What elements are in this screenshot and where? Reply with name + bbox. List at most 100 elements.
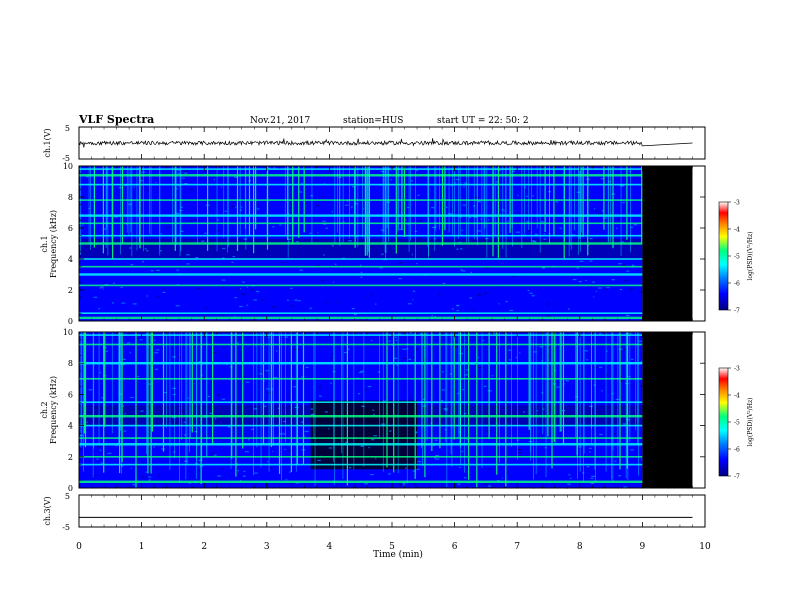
sferic-streak [574, 166, 575, 231]
noise-speck [509, 309, 514, 312]
noise-speck [354, 479, 357, 481]
noise-speck [454, 182, 457, 184]
sferic-streak [422, 332, 423, 467]
noise-speck [231, 205, 236, 208]
noise-speck [266, 388, 270, 390]
sferic-streak [446, 332, 448, 488]
sferic-streak [533, 332, 534, 480]
tone-line [79, 443, 643, 446]
noise-speck [631, 358, 634, 360]
noise-speck [459, 466, 462, 469]
noise-speck [198, 361, 201, 363]
noise-speck [140, 476, 145, 478]
noise-speck [403, 357, 407, 359]
sferic-streak [313, 332, 315, 439]
sferic-streak [426, 332, 428, 441]
noise-speck [285, 479, 288, 481]
sferic-streak [93, 332, 95, 449]
noise-speck [153, 339, 156, 342]
sferic-streak [570, 166, 572, 250]
sferic-streak [253, 166, 255, 254]
noise-speck [310, 413, 315, 415]
frequency-tick-label: 10 [63, 162, 73, 171]
noise-speck [242, 281, 245, 283]
noise-speck [183, 421, 186, 423]
noise-speck [205, 170, 209, 172]
noise-speck [271, 450, 273, 453]
sferic-streak [444, 166, 446, 231]
noise-speck [127, 342, 131, 344]
noise-speck [216, 394, 220, 396]
noise-speck [590, 477, 594, 479]
noise-speck [492, 332, 496, 334]
noise-speck [180, 206, 183, 208]
noise-speck [186, 254, 190, 256]
noise-speck [132, 484, 136, 486]
sferic-streak [620, 166, 622, 256]
colorbar-tick-label: -5 [734, 420, 740, 427]
noise-speck [431, 207, 435, 209]
noise-speck [286, 396, 289, 398]
sferic-streak [398, 166, 400, 230]
sferic-streak [512, 166, 513, 247]
noise-speck [354, 203, 358, 205]
time-tick-label: 2 [201, 542, 207, 552]
sferic-streak [362, 166, 363, 238]
noise-speck [427, 256, 432, 258]
noise-speck [96, 458, 99, 460]
frequency-tick-label: 2 [68, 453, 73, 462]
noise-speck [175, 305, 180, 307]
empty-region [692, 332, 705, 488]
noise-speck [390, 179, 393, 181]
noise-speck [204, 232, 207, 234]
noise-speck [460, 248, 463, 250]
noise-speck [389, 430, 392, 432]
noise-speck [123, 430, 127, 432]
noise-speck [182, 177, 185, 179]
noise-speck [615, 227, 618, 229]
noise-speck [189, 220, 192, 222]
noise-speck [465, 340, 467, 342]
noise-speck [579, 260, 584, 262]
sferic-streak [111, 332, 113, 434]
sferic-streak [591, 332, 592, 429]
noise-speck [633, 224, 638, 226]
colorbar-tick-label: -7 [734, 474, 740, 481]
sferic-streak [542, 332, 544, 434]
noise-speck [191, 486, 195, 488]
ch1-frequency-ticks: 0 2 4 6 8 10 [63, 162, 705, 326]
noise-speck [309, 232, 312, 234]
sferic-streak [638, 332, 639, 476]
sferic-streak [524, 166, 525, 234]
noise-speck [321, 280, 325, 282]
sferic-streak [314, 332, 316, 487]
noise-speck [422, 398, 426, 400]
noise-speck [587, 244, 589, 246]
noise-speck [501, 209, 505, 211]
sferic-streak [579, 166, 581, 239]
noise-speck [602, 459, 605, 461]
sferic-streak [248, 166, 251, 236]
noise-speck [441, 389, 445, 391]
noise-speck [628, 171, 631, 173]
noise-speck [139, 180, 144, 182]
sferic-streak [502, 166, 504, 250]
sferic-streak [464, 332, 465, 473]
noise-speck [559, 227, 563, 229]
noise-speck [156, 269, 160, 272]
noise-speck [201, 240, 205, 242]
noise-speck [545, 315, 550, 317]
noise-speck [367, 385, 372, 388]
frequency-tick-label: 8 [68, 359, 73, 368]
noise-speck [186, 263, 190, 265]
noise-speck [473, 216, 478, 218]
noise-speck [222, 287, 224, 289]
sferic-streak [581, 166, 582, 233]
sferic-streak [174, 166, 176, 251]
noise-speck [555, 201, 559, 203]
noise-speck [605, 350, 608, 352]
noise-speck [105, 350, 108, 352]
noise-speck [532, 195, 535, 197]
sferic-streak [451, 332, 453, 467]
sferic-streak [612, 332, 614, 482]
